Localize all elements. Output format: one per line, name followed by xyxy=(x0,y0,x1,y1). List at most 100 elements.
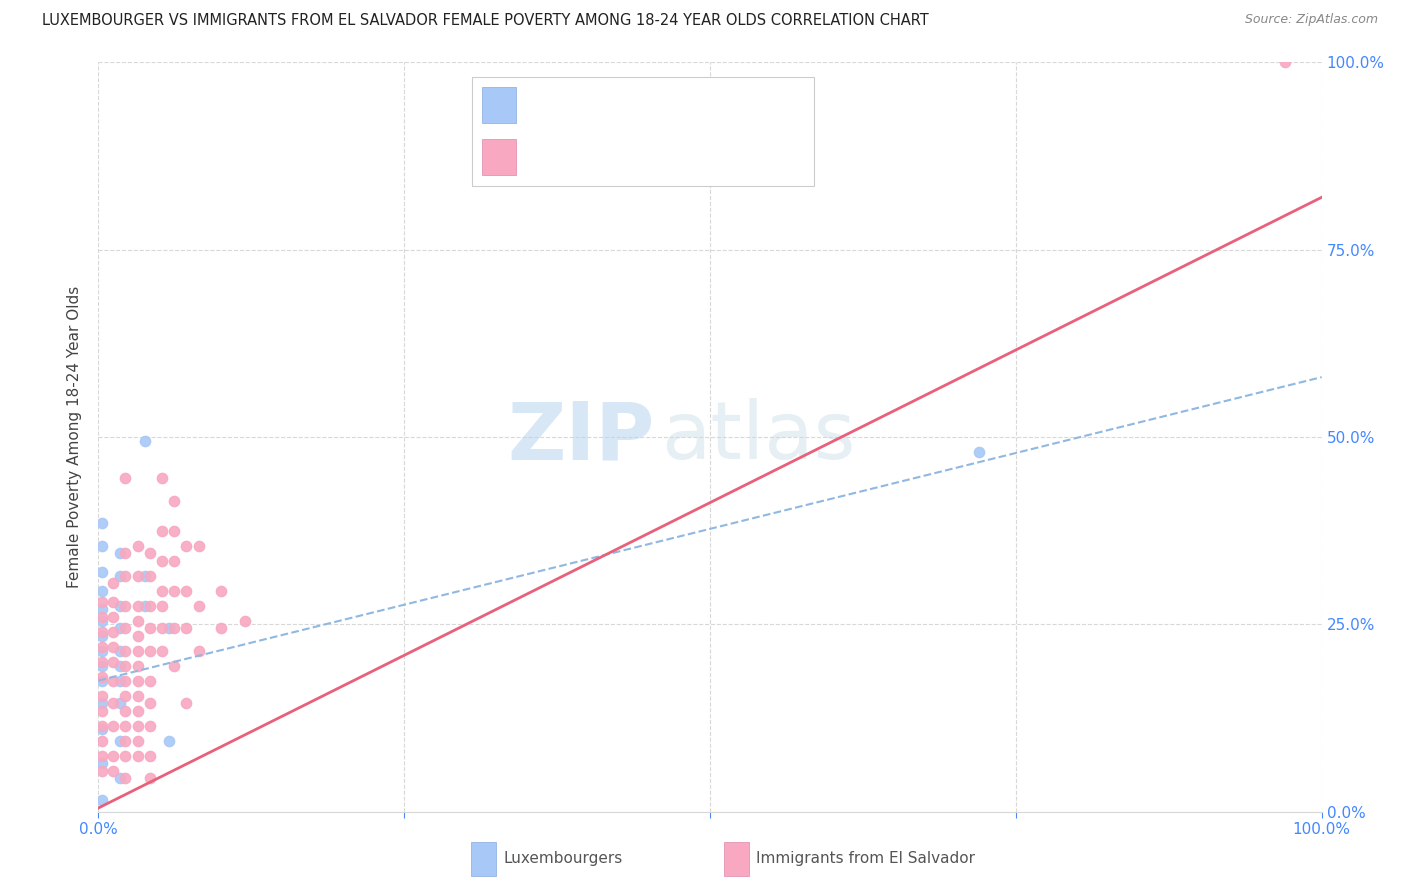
Point xyxy=(91,673,114,688)
Point xyxy=(127,733,149,747)
Point xyxy=(91,595,114,609)
Point xyxy=(139,568,162,582)
Point xyxy=(91,539,114,553)
Point xyxy=(91,696,114,710)
Point xyxy=(134,568,156,582)
Point xyxy=(187,539,209,553)
Point xyxy=(91,793,114,807)
Point xyxy=(114,621,136,635)
Point xyxy=(91,756,114,770)
Point xyxy=(114,689,136,703)
Point xyxy=(127,658,149,673)
Point xyxy=(110,733,132,747)
Point xyxy=(114,546,136,560)
Point xyxy=(127,718,149,732)
Point xyxy=(127,704,149,718)
Point xyxy=(91,655,114,669)
Point xyxy=(209,583,232,598)
Point xyxy=(91,610,114,624)
Point xyxy=(157,621,180,635)
Text: Luxembourgers: Luxembourgers xyxy=(503,852,623,866)
Point xyxy=(91,704,114,718)
Point xyxy=(91,643,114,657)
Point xyxy=(127,673,149,688)
Point xyxy=(176,696,198,710)
Point xyxy=(91,516,114,531)
Text: LUXEMBOURGER VS IMMIGRANTS FROM EL SALVADOR FEMALE POVERTY AMONG 18-24 YEAR OLDS: LUXEMBOURGER VS IMMIGRANTS FROM EL SALVA… xyxy=(42,13,929,29)
Point xyxy=(127,748,149,763)
Point xyxy=(150,524,173,538)
Point xyxy=(127,599,149,613)
Point xyxy=(91,640,114,654)
Point xyxy=(114,658,136,673)
Point xyxy=(101,764,124,778)
Point xyxy=(91,689,114,703)
Point xyxy=(114,673,136,688)
Point xyxy=(91,602,114,616)
Point xyxy=(139,748,162,763)
Point xyxy=(163,583,186,598)
Point xyxy=(176,621,198,635)
Point xyxy=(139,718,162,732)
Point xyxy=(187,599,209,613)
Point xyxy=(150,643,173,657)
Point xyxy=(150,554,173,568)
Point xyxy=(91,624,114,639)
Point xyxy=(110,696,132,710)
Point xyxy=(114,704,136,718)
Point xyxy=(114,733,136,747)
Point xyxy=(139,546,162,560)
Text: atlas: atlas xyxy=(661,398,855,476)
Text: ZIP: ZIP xyxy=(508,398,655,476)
Point xyxy=(101,576,124,591)
Point xyxy=(91,583,114,598)
Point xyxy=(127,539,149,553)
Point xyxy=(91,733,114,747)
Point xyxy=(91,629,114,643)
Point xyxy=(163,493,186,508)
Point xyxy=(139,673,162,688)
Point xyxy=(101,718,124,732)
Point xyxy=(127,568,149,582)
Point xyxy=(127,629,149,643)
Point xyxy=(110,546,132,560)
Point xyxy=(91,658,114,673)
Point xyxy=(967,445,990,459)
Point xyxy=(91,565,114,579)
Point xyxy=(114,568,136,582)
Point xyxy=(176,539,198,553)
Point xyxy=(157,733,180,747)
Point xyxy=(114,771,136,785)
Point xyxy=(91,614,114,628)
Point xyxy=(91,764,114,778)
Point xyxy=(101,748,124,763)
Point xyxy=(163,554,186,568)
Point xyxy=(114,599,136,613)
Point xyxy=(150,583,173,598)
Point xyxy=(1274,55,1296,70)
Point xyxy=(127,689,149,703)
Point xyxy=(101,595,124,609)
Point xyxy=(114,471,136,485)
Point xyxy=(139,621,162,635)
Point xyxy=(163,658,186,673)
Point xyxy=(91,718,114,732)
Point xyxy=(101,610,124,624)
Point xyxy=(101,673,124,688)
Text: Immigrants from El Salvador: Immigrants from El Salvador xyxy=(756,852,976,866)
Point xyxy=(101,624,124,639)
Point xyxy=(150,599,173,613)
Point xyxy=(114,718,136,732)
Point xyxy=(127,643,149,657)
Point xyxy=(139,643,162,657)
Point xyxy=(110,643,132,657)
Point xyxy=(91,670,114,684)
Point xyxy=(110,568,132,582)
Point xyxy=(233,614,256,628)
Text: Source: ZipAtlas.com: Source: ZipAtlas.com xyxy=(1244,13,1378,27)
Point xyxy=(110,771,132,785)
Point xyxy=(127,614,149,628)
Point xyxy=(163,621,186,635)
Point xyxy=(114,748,136,763)
Point xyxy=(176,583,198,598)
